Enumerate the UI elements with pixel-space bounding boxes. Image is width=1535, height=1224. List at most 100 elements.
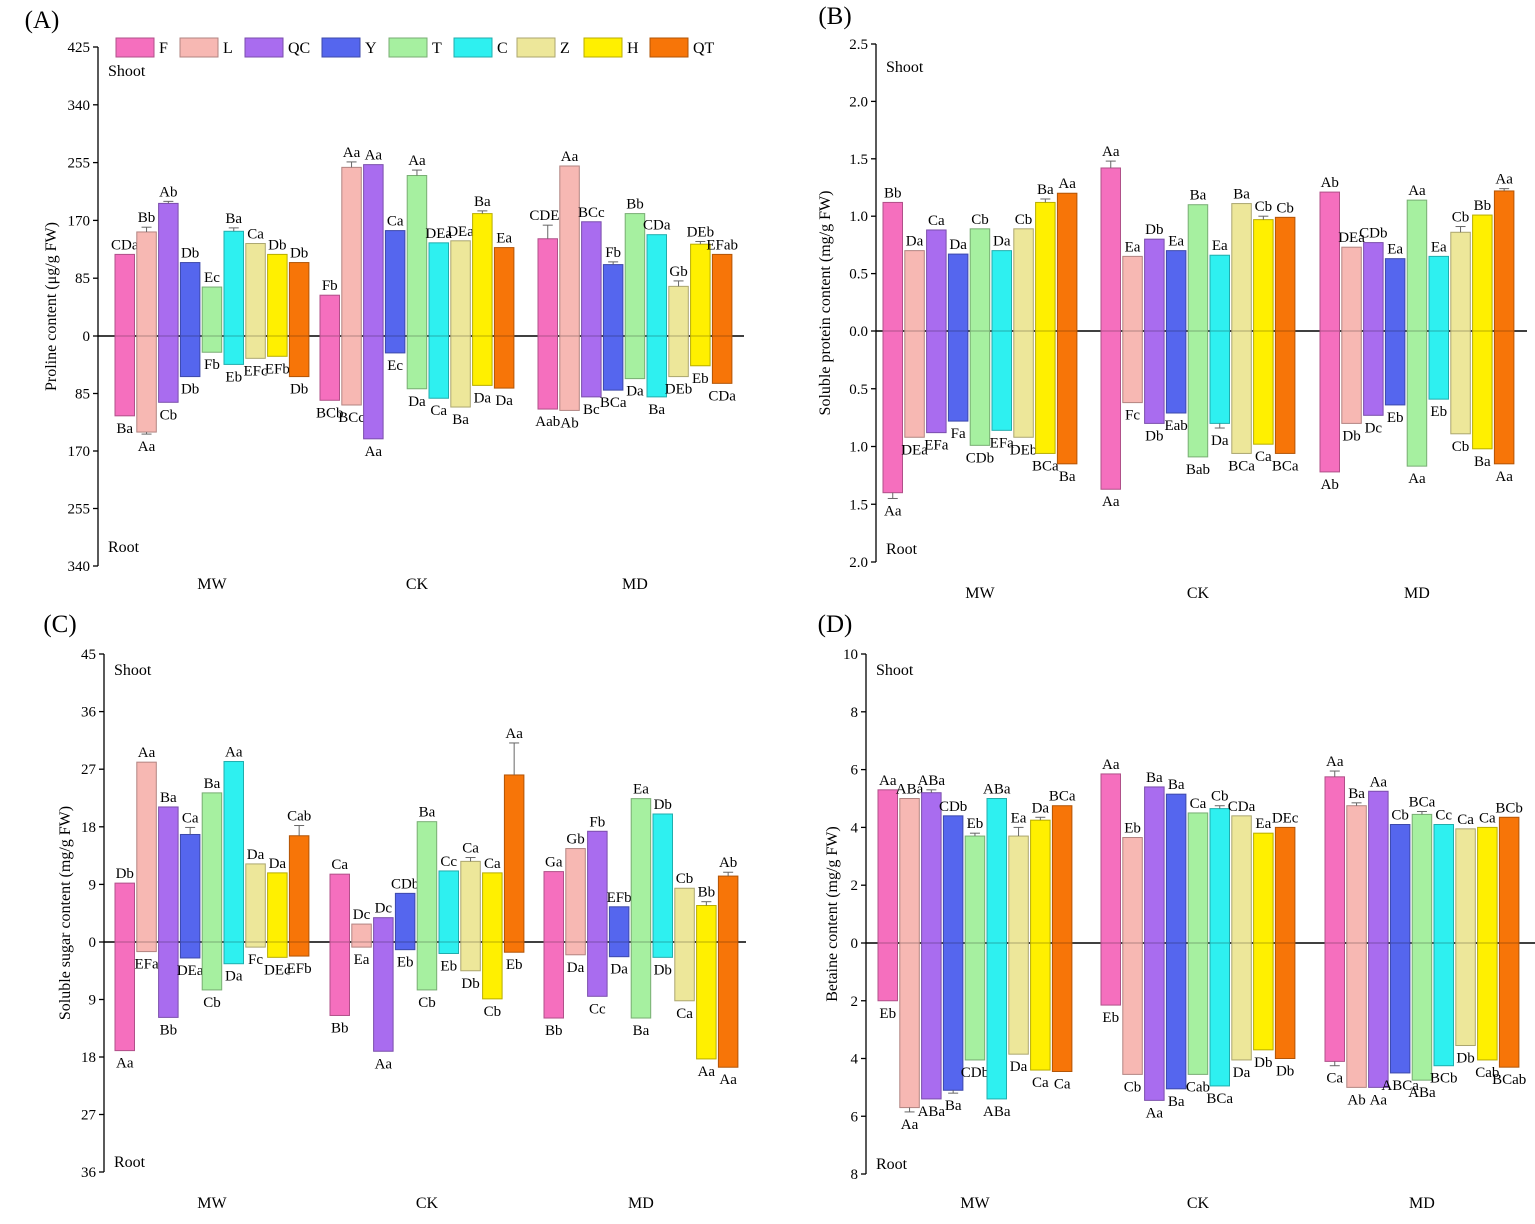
root-sig-label: Aa [901, 1117, 919, 1133]
shoot-bar-CK-QT [1274, 826, 1296, 944]
root-bar-MW-L [136, 335, 157, 433]
shoot-bar-CK-QC [1144, 786, 1165, 944]
y-tick-label: 0.0 [849, 324, 868, 340]
root-sig-label: CDb [961, 1065, 989, 1081]
root-bar-MD-H [690, 335, 711, 367]
shoot-sig-label: Db [181, 246, 199, 262]
panel-d: (D) Betaine content (mg/g FW) 0 2 4 6 8 10 2 4 6 8 S… [818, 611, 1535, 1212]
shoot-sig-label: Aa [879, 773, 897, 789]
y-tick-label: 27 [81, 1108, 97, 1124]
shoot-sig-label: Eb [967, 816, 984, 832]
shoot-bar-MD-Y [1384, 258, 1406, 332]
root-bar-MW-QC [921, 942, 942, 1100]
shoot-bar-MW-QT [1051, 805, 1073, 944]
root-sig-label: Ec [387, 358, 403, 374]
root-bar-MD-L [1341, 330, 1362, 424]
root-bar-MD-Y [1389, 942, 1411, 1074]
y-tick-label: 4 [851, 1052, 859, 1068]
shoot-sig-label: Fb [589, 814, 605, 830]
legend-label-C: C [497, 40, 508, 57]
root-bar-MW-H [267, 335, 288, 357]
root-sig-label: Db [1276, 1064, 1294, 1080]
shoot-sig-label: Da [993, 234, 1011, 250]
y-axis-label: Soluble protein content (mg/g FW) [817, 191, 834, 416]
root-bar-MD-C [652, 941, 673, 958]
root-sig-label: Bb [545, 1023, 563, 1039]
root-bar-CK-L [351, 941, 372, 948]
legend-swatch-QC [244, 37, 284, 58]
shoot-bar-MD-F [1319, 191, 1340, 332]
legend-swatch-C [453, 37, 493, 58]
panel-letter: (B) [818, 3, 851, 30]
y-tick-label: 1.0 [849, 440, 868, 456]
legend-label-QC: QC [288, 40, 310, 57]
shoot-sig-label: Cab [287, 809, 311, 825]
y-tick-label: 0.5 [849, 382, 868, 398]
root-sig-label: Ca [1054, 1076, 1071, 1092]
root-bar-CK-QT [493, 335, 515, 389]
root-sig-label: Db [654, 962, 672, 978]
shoot-bar-MW-L [136, 761, 157, 943]
shoot-sig-label: Gb [669, 264, 687, 280]
shoot-sig-label: Aa [408, 153, 426, 169]
shoot-sig-label: Ca [1190, 796, 1207, 812]
root-bar-MW-H [1030, 942, 1051, 1071]
shoot-bar-MD-Y [608, 906, 630, 943]
group-label: MD [622, 576, 648, 593]
root-sig-label: Db [1254, 1055, 1272, 1071]
shoot-sig-label: Aa [505, 726, 523, 742]
shoot-bar-MW-QC [158, 202, 179, 337]
shoot-sig-label: Ba [1233, 187, 1250, 203]
shoot-bar-CK-T [1187, 204, 1209, 332]
shoot-sig-label: Cb [676, 871, 694, 887]
shoot-sig-label: Fb [322, 278, 338, 294]
root-sig-label: ABa [983, 1104, 1011, 1120]
shoot-sig-label: Ca [928, 213, 945, 229]
root-sig-label: EFa [990, 435, 1015, 451]
group-label: MD [1409, 1195, 1435, 1212]
group-label: MW [960, 1195, 990, 1212]
root-sig-label: Eb [1102, 1010, 1119, 1026]
root-bar-CK-H [1253, 942, 1274, 1051]
y-tick-label: 36 [81, 705, 97, 721]
shoot-sig-label: Aa [1058, 176, 1076, 192]
root-sig-label: EFb [265, 361, 290, 377]
root-bar-MW-L [899, 942, 920, 1109]
shoot-sig-label: Ea [496, 231, 512, 247]
shoot-sig-label: Bb [1474, 198, 1492, 214]
root-bar-MW-F [114, 941, 135, 1052]
root-sig-label: Da [1010, 1059, 1028, 1075]
root-sig-label: Eb [879, 1006, 896, 1022]
legend-label-T: T [432, 40, 442, 57]
shoot-bar-CK-Z [450, 240, 471, 337]
y-tick-label: 340 [68, 559, 91, 575]
root-sig-label: Eb [506, 957, 523, 973]
shoot-sig-label: Ba [160, 790, 177, 806]
shoot-bar-MW-QT [1056, 192, 1078, 332]
root-bar-MD-Z [1455, 942, 1476, 1047]
shoot-sig-label: DEa [1338, 230, 1365, 246]
shoot-sig-label: Aa [1326, 754, 1344, 770]
shoot-sig-label: Ab [1321, 175, 1339, 191]
root-sig-label: Ab [1347, 1092, 1365, 1108]
root-sig-label: EFc [243, 363, 268, 379]
root-bar-MW-QC [158, 941, 179, 1018]
shoot-sig-label: Da [269, 856, 287, 872]
root-sig-label: Cb [484, 1004, 502, 1020]
shoot-sig-label: Da [247, 847, 265, 863]
panel-c: (C) Soluble sugar content (mg/g FW) 0 9 18 27… [43, 611, 746, 1212]
root-sig-label: ABCa [1381, 1078, 1419, 1094]
shoot-bar-MW-QT [288, 262, 310, 337]
root-sig-label: Dc [1365, 420, 1383, 436]
root-sig-label: Aa [1102, 494, 1120, 510]
root-sig-label: BCa [600, 395, 627, 411]
root-bar-MD-F [543, 941, 564, 1019]
y-tick-label: 2.5 [849, 37, 868, 53]
root-sig-label: Eab [1164, 418, 1187, 434]
root-sig-label: Da [626, 384, 644, 400]
root-bar-CK-L [1122, 942, 1143, 1075]
root-sig-label: Aa [365, 444, 383, 460]
root-sig-label: Da [474, 390, 492, 406]
shoot-sig-label: Aa [365, 148, 383, 164]
y-tick-label: 27 [81, 762, 97, 778]
